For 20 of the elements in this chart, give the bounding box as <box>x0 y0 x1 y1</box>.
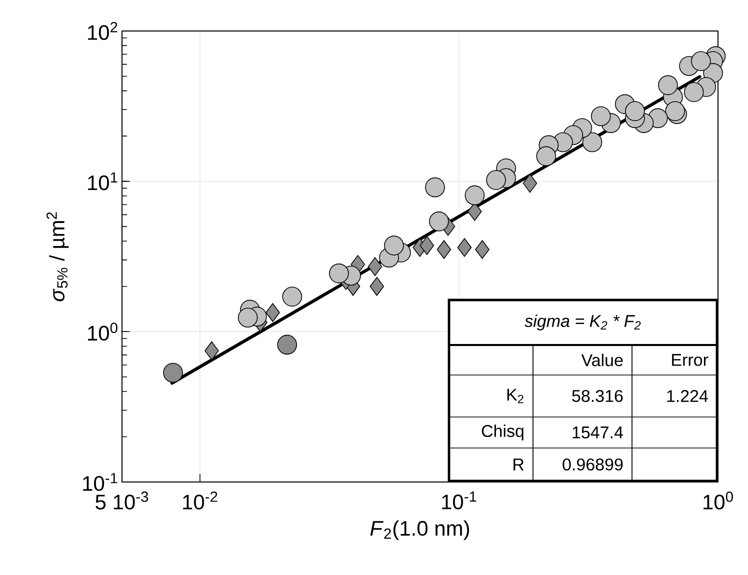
x-tick-label: 5 10$^{-3}$ <box>96 492 148 510</box>
annotation: Chisq <box>482 424 524 440</box>
x-axis-title: F$_{2}$(1.0 nm) <box>370 520 470 540</box>
y-tick-label: 10$^{2}$ <box>88 22 118 40</box>
annotation: Error <box>672 354 708 366</box>
annotation: K$_{2}$ <box>507 388 524 404</box>
y-tick-label: 10$^{0}$ <box>88 322 118 341</box>
annotation: 1.224 <box>667 390 708 402</box>
x-tick-label: 10$^{-1}$ <box>442 492 476 510</box>
y-axis-title: σ$_{5%}$ / µm$^{2}$ <box>46 212 69 302</box>
annotation: 0.96899 <box>562 458 623 471</box>
annotation: R <box>514 458 524 470</box>
annotation: sigma = K$_{2}$ * F$_{2}$ <box>524 314 641 330</box>
annotation: 58.316 <box>572 390 623 402</box>
x-tick-label: 10$^{-2}$ <box>183 492 218 510</box>
y-tick-label: 10$^{1}$ <box>88 172 118 190</box>
x-tick-label: 10$^{0}$ <box>704 492 733 510</box>
annotation: Value <box>581 354 623 366</box>
y-tick-label: 10$^{-1}$ <box>83 473 118 491</box>
annotation: 1547.4 <box>572 426 623 438</box>
